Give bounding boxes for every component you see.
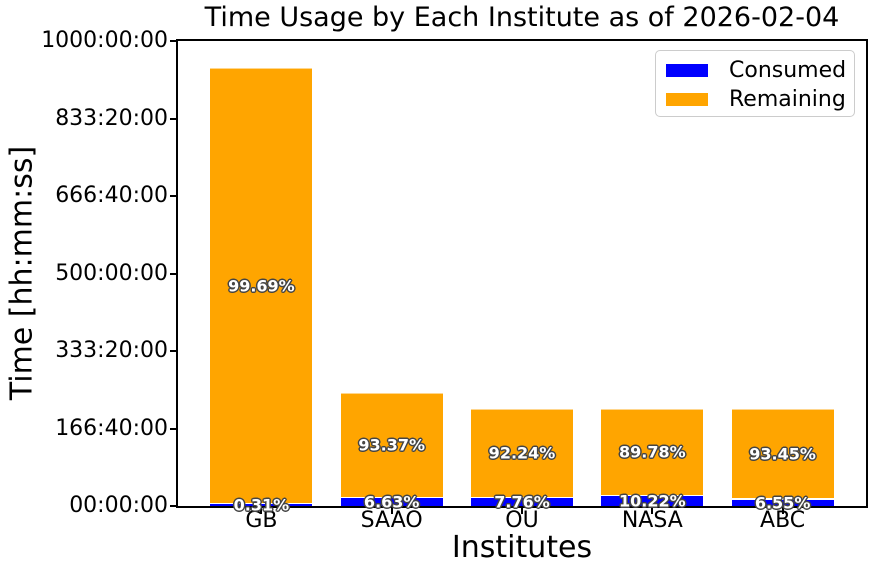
x-tick-mark: [781, 508, 784, 514]
x-tick-mark: [521, 508, 523, 514]
x-tick-label: GB: [245, 508, 278, 533]
y-tick-label: 1000:00:00: [41, 28, 168, 53]
y-axis-label: Time [hh:mm:ss]: [4, 145, 40, 401]
legend-item-consumed: Consumed: [666, 56, 854, 85]
y-tick-label: 833:20:00: [55, 105, 168, 131]
x-tick-label: ABC: [760, 508, 806, 533]
y-tick-label: 00:00:00: [69, 493, 168, 518]
y-tick-label: 333:20:00: [55, 338, 168, 363]
y-tick-label: 166:40:00: [55, 415, 168, 441]
legend-label-remaining: Remaining: [729, 86, 846, 112]
x-tick-mark: [651, 508, 654, 514]
y-tick-label: 500:00:00: [55, 260, 168, 286]
x-tick-label: OU: [505, 508, 539, 533]
y-tick-label: 666:40:00: [55, 183, 168, 208]
legend: Consumed Remaining: [655, 50, 855, 117]
legend-swatch-remaining-icon: [666, 93, 708, 106]
legend-item-remaining: Remaining: [666, 85, 854, 114]
x-tick-label: NASA: [621, 508, 683, 533]
x-tick-mark: [390, 508, 393, 514]
x-axis-label: Institutes: [451, 530, 593, 565]
chart-title: Time Usage by Each Institute as of 2026-…: [204, 2, 840, 33]
legend-label-consumed: Consumed: [729, 57, 847, 83]
x-tick-mark: [260, 508, 263, 514]
legend-swatch-consumed-icon: [666, 64, 708, 77]
x-tick-label: SAAO: [360, 508, 423, 533]
